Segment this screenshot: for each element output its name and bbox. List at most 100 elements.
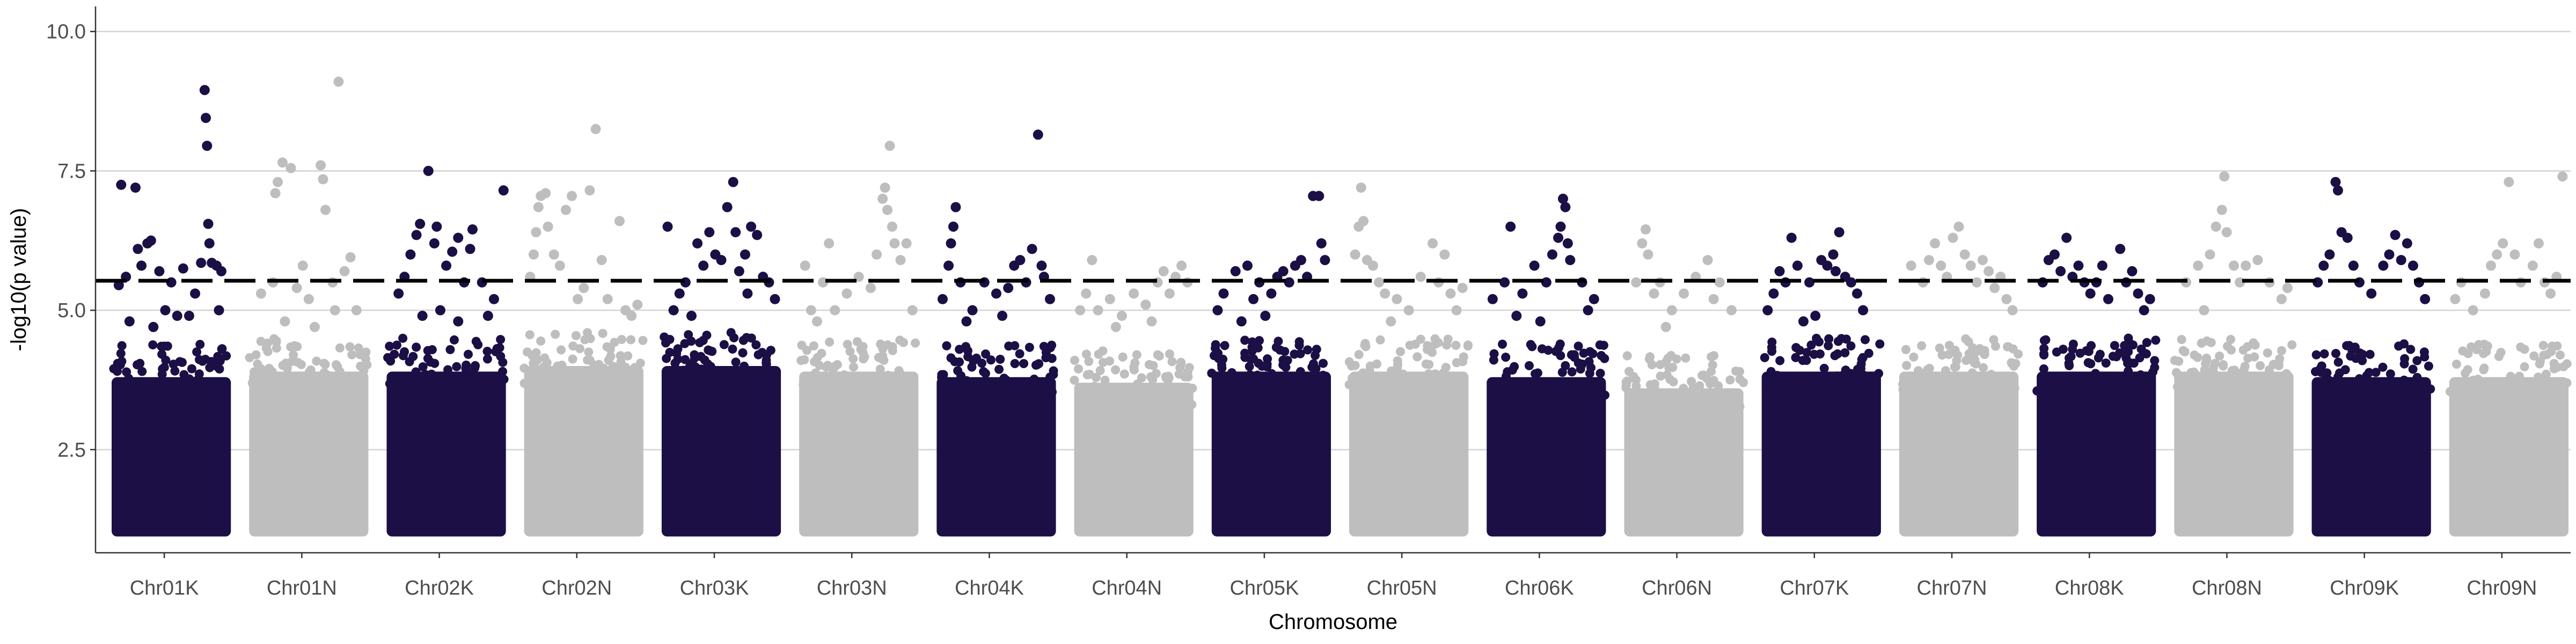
filler-point <box>2368 390 2377 399</box>
data-point <box>199 85 210 96</box>
filler-point <box>169 360 178 369</box>
filler-point <box>1453 380 1462 390</box>
data-point <box>2468 305 2478 316</box>
filler-point <box>606 352 616 361</box>
filler-point <box>1760 353 1769 362</box>
filler-point <box>463 349 473 359</box>
filler-point <box>680 355 690 364</box>
filler-point <box>1100 376 1110 385</box>
filler-point <box>1430 369 1440 379</box>
filler-point <box>1277 387 1287 397</box>
filler-point <box>1309 359 1319 369</box>
filler-point <box>2350 342 2360 352</box>
filler-point <box>1775 356 1785 365</box>
filler-point <box>482 354 492 364</box>
filler-point <box>617 335 626 345</box>
filler-point <box>491 378 501 387</box>
data-point <box>172 311 182 321</box>
filler-point <box>394 375 404 384</box>
filler-point <box>1596 369 1605 378</box>
filler-point <box>427 387 436 397</box>
filler-point <box>398 333 408 343</box>
data-point <box>1044 294 1055 304</box>
y-tick-label: 10.0 <box>46 21 86 43</box>
data-point <box>626 311 637 321</box>
data-point <box>1834 227 1845 238</box>
filler-point <box>1167 357 1177 367</box>
data-point <box>148 321 159 332</box>
filler-point <box>2124 367 2133 376</box>
data-point <box>991 288 1001 299</box>
data-point <box>203 218 214 229</box>
filler-point <box>1537 344 1547 354</box>
filler-point <box>1524 361 1534 370</box>
filler-point <box>2197 338 2206 348</box>
filler-point <box>205 363 215 372</box>
data-point <box>2085 288 2096 299</box>
data-point <box>1316 238 1327 248</box>
filler-point <box>292 342 302 352</box>
data-point <box>533 202 544 213</box>
filler-point <box>1451 340 1461 350</box>
filler-point <box>2032 386 2042 396</box>
filler-point <box>1554 343 1564 353</box>
data-point <box>668 305 679 316</box>
filler-point <box>2512 380 2521 390</box>
filler-point <box>2177 335 2186 345</box>
filler-point <box>662 354 671 363</box>
data-point <box>2396 255 2406 266</box>
filler-point <box>2472 345 2482 354</box>
data-point <box>429 238 440 248</box>
filler-point <box>2142 338 2151 347</box>
data-point <box>201 113 211 123</box>
data-point <box>1649 288 1659 299</box>
filler-point <box>582 328 592 338</box>
filler-point <box>2538 341 2548 350</box>
data-point <box>2007 305 2018 316</box>
data-point <box>1230 266 1241 276</box>
filler-point <box>386 356 396 366</box>
filler-point <box>1396 374 1406 383</box>
data-point <box>1589 294 1599 304</box>
filler-point <box>2274 358 2284 368</box>
filler-point <box>1296 367 1305 377</box>
data-point <box>333 76 344 87</box>
dense-points-band <box>2037 371 2156 537</box>
filler-point <box>1652 396 1662 405</box>
filler-point <box>285 372 295 382</box>
data-point <box>2486 260 2497 271</box>
x-tick-label: Chr02K <box>405 577 474 599</box>
filler-point <box>684 330 693 340</box>
filler-point <box>450 379 459 389</box>
filler-point <box>1232 382 1242 391</box>
filler-point <box>251 350 261 360</box>
filler-point <box>2068 345 2077 354</box>
filler-point <box>2426 384 2435 394</box>
filler-point <box>1846 369 1855 378</box>
filler-point <box>1188 383 1197 393</box>
data-point <box>1774 266 1785 276</box>
filler-point <box>445 345 455 354</box>
filler-point <box>869 374 879 384</box>
dense-points-band <box>1487 377 1606 537</box>
data-point <box>453 316 464 327</box>
filler-point <box>2479 349 2489 358</box>
filler-point <box>1294 337 1304 347</box>
filler-point <box>2039 364 2048 374</box>
filler-point <box>618 376 627 386</box>
data-point <box>2479 288 2490 299</box>
filler-point <box>425 371 435 380</box>
filler-point <box>2541 369 2551 379</box>
dense-points-band <box>1899 371 2019 537</box>
filler-point <box>963 380 973 390</box>
filler-point <box>1175 363 1185 372</box>
filler-point <box>158 364 167 374</box>
data-point <box>1535 316 1546 327</box>
filler-point <box>157 386 167 396</box>
filler-point <box>133 381 142 391</box>
filler-point <box>1857 355 1867 364</box>
y-tick-label: 7.5 <box>57 160 86 182</box>
filler-point <box>1361 342 1371 352</box>
filler-point <box>1859 375 1869 384</box>
filler-point <box>2420 352 2429 362</box>
